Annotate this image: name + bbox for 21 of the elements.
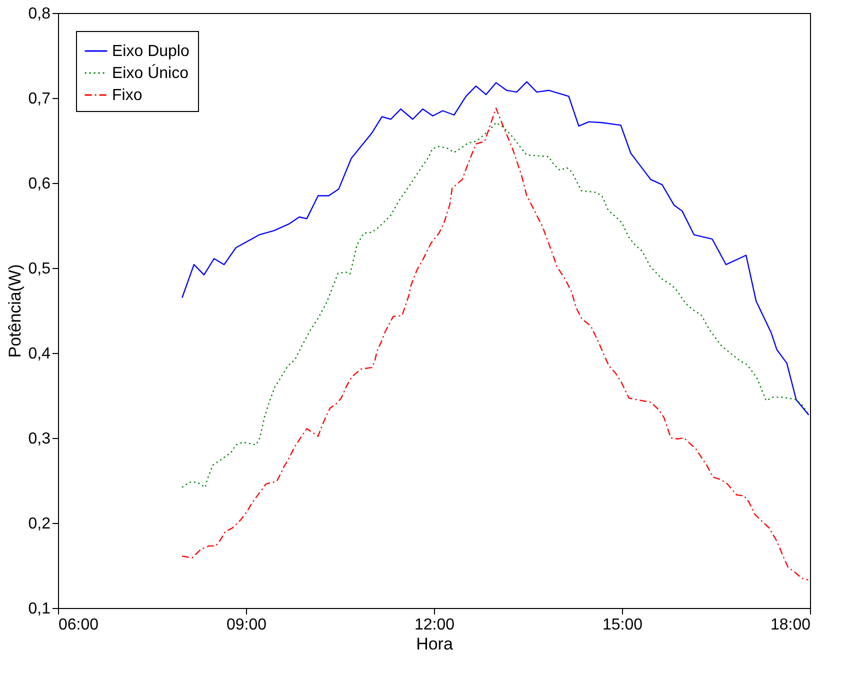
x-tick-label: 12:00 xyxy=(414,616,455,634)
y-tick-label: 0,5 xyxy=(28,260,51,278)
y-tick-label: 0,6 xyxy=(28,176,51,192)
y-tick-label: 0,2 xyxy=(28,516,51,532)
x-tick-label: 15:00 xyxy=(602,616,643,634)
y-tick-label: 0,3 xyxy=(28,430,51,448)
legend-label: Eixo Único xyxy=(112,64,189,82)
line-series xyxy=(181,81,810,416)
y-tick-label: 0,7 xyxy=(28,90,51,108)
x-axis-title: Hora xyxy=(416,634,454,654)
y-tick-label: 0,4 xyxy=(28,346,51,362)
legend-label: Eixo Duplo xyxy=(112,43,190,60)
x-tick-label: 06:00 xyxy=(58,616,99,634)
y-tick-label: 0,8 xyxy=(28,6,51,22)
line-series xyxy=(181,122,810,488)
x-tick-label: 09:00 xyxy=(226,616,267,634)
y-axis-title: Potência(W) xyxy=(5,264,24,358)
y-tick-label: 0,1 xyxy=(28,600,51,618)
legend-label: Fixo xyxy=(112,87,142,104)
line-series xyxy=(181,108,809,581)
x-tick-label: 18:00 xyxy=(770,616,811,634)
